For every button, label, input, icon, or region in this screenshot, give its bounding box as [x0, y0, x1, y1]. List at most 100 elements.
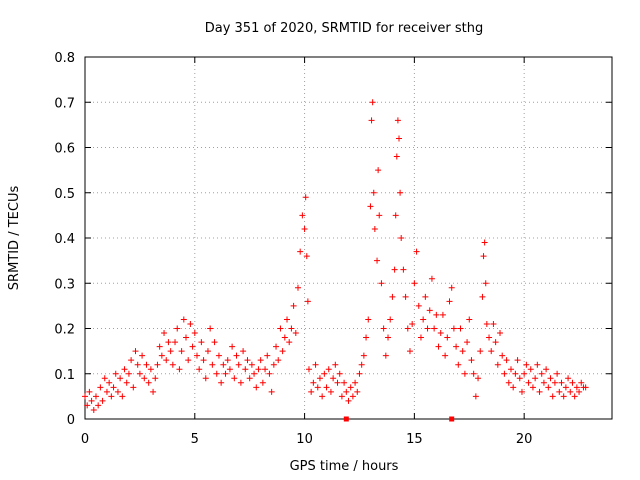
data-point [213, 370, 220, 377]
data-point [132, 348, 139, 355]
data-point [464, 339, 471, 346]
data-point [529, 384, 536, 391]
data-point [294, 284, 301, 291]
data-point [393, 153, 400, 160]
data-point [475, 375, 482, 382]
data-point [237, 379, 244, 386]
data-point [392, 212, 399, 219]
data-point [235, 361, 242, 368]
data-point [402, 293, 409, 300]
data-point [356, 370, 363, 377]
data-point [178, 348, 185, 355]
data-point [551, 379, 558, 386]
data-point [334, 379, 341, 386]
data-point [367, 203, 374, 210]
data-point [332, 361, 339, 368]
data-point [582, 384, 589, 391]
data-point [176, 366, 183, 373]
data-point [187, 320, 194, 327]
data-point [253, 384, 260, 391]
data-point [248, 361, 255, 368]
data-point [453, 343, 460, 350]
data-point [165, 339, 172, 346]
data-point [514, 357, 521, 364]
data-point [483, 320, 490, 327]
y-tick-label: 0.6 [54, 142, 75, 157]
data-point [499, 352, 506, 359]
data-point [303, 253, 310, 260]
data-point [286, 339, 293, 346]
chart-title: Day 351 of 2020, SRMTID for receiver sth… [205, 21, 484, 36]
data-point [240, 348, 247, 355]
data-point [549, 393, 556, 400]
data-point [167, 348, 174, 355]
data-point [141, 375, 148, 382]
data-point [86, 388, 93, 395]
data-point [448, 284, 455, 291]
data-point [158, 352, 165, 359]
data-point [479, 293, 486, 300]
data-point [409, 320, 416, 327]
data-point [84, 402, 91, 409]
x-tick-label: 15 [406, 432, 423, 447]
data-point [562, 384, 569, 391]
data-point [505, 379, 512, 386]
data-point [413, 248, 420, 255]
data-point [172, 339, 179, 346]
data-point [108, 393, 115, 400]
data-point [369, 99, 376, 106]
data-point [385, 334, 392, 341]
data-point [273, 343, 280, 350]
data-point [578, 379, 585, 386]
data-point [370, 189, 377, 196]
data-point [521, 370, 528, 377]
data-point [224, 357, 231, 364]
data-point [389, 293, 396, 300]
data-point [136, 370, 143, 377]
data-point [437, 330, 444, 337]
data-point [480, 253, 487, 260]
data-point [207, 325, 214, 332]
x-tick-label: 10 [296, 432, 313, 447]
data-point [525, 379, 532, 386]
data-point [378, 280, 385, 287]
data-point [343, 388, 350, 395]
data-point [99, 397, 106, 404]
data-point [482, 280, 489, 287]
data-point [455, 361, 462, 368]
data-point [128, 357, 135, 364]
data-point [516, 375, 523, 382]
y-tick-label: 0.5 [54, 187, 75, 202]
data-point [558, 379, 565, 386]
data-point [376, 212, 383, 219]
data-point [510, 384, 517, 391]
data-point [90, 406, 97, 413]
data-point [567, 388, 574, 395]
y-tick-label: 0.8 [54, 51, 75, 66]
data-point [534, 361, 541, 368]
data-point [323, 384, 330, 391]
data-point [468, 357, 475, 364]
data-point [345, 397, 352, 404]
data-point [492, 339, 499, 346]
data-point [189, 343, 196, 350]
data-point [114, 388, 121, 395]
data-point [211, 339, 218, 346]
data-point [380, 325, 387, 332]
data-point [255, 366, 262, 373]
data-point [299, 212, 306, 219]
data-point [543, 366, 550, 373]
data-point [305, 366, 312, 373]
data-point [466, 316, 473, 323]
data-point [444, 334, 451, 341]
data-point [200, 357, 207, 364]
data-point [375, 167, 382, 174]
data-point [215, 352, 222, 359]
data-point [242, 366, 249, 373]
data-point [154, 361, 161, 368]
data-point [103, 388, 110, 395]
data-point [400, 266, 407, 273]
data-point [198, 339, 205, 346]
